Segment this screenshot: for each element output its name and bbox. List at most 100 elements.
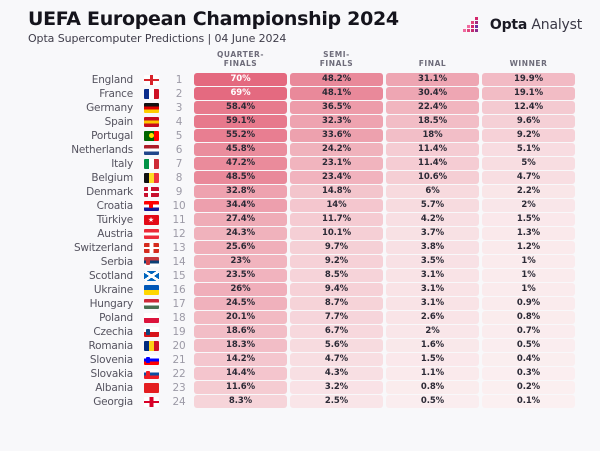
table-row[interactable]: Serbia 14 23% 9.2% 3.5% 1%: [25, 255, 575, 269]
team-flag: [138, 381, 164, 394]
table-row[interactable]: France 2 69% 48.1% 30.4% 19.1%: [25, 87, 575, 101]
cell-semi-finals: 9.2%: [290, 255, 383, 269]
team-name: Türkiye: [96, 213, 133, 226]
table-row[interactable]: Slovakia 22 14.4% 4.3% 1.1% 0.3%: [25, 367, 575, 381]
cell-final: 2%: [386, 325, 479, 339]
flag-icon-denmark: [143, 186, 159, 197]
table-row[interactable]: Romania 20 18.3% 5.6% 1.6% 0.5%: [25, 339, 575, 353]
cell-quarter-finals: 48.5%: [194, 171, 287, 185]
table-row[interactable]: Portugal 5 55.2% 33.6% 18% 9.2%: [25, 129, 575, 143]
team-rank: 2: [175, 87, 183, 100]
team-rank: 18: [172, 311, 186, 324]
cell-final: 3.1%: [386, 269, 479, 283]
cell-semi-finals: 5.6%: [290, 339, 383, 353]
flag-icon-romania: [143, 340, 159, 351]
cell-final: 3.8%: [386, 241, 479, 255]
cell-final: 18%: [386, 129, 479, 143]
flag-icon-germany: [143, 102, 159, 113]
team-flag: [138, 269, 164, 282]
team-rank: 16: [172, 283, 186, 296]
table-row[interactable]: Croatia 10 34.4% 14% 5.7% 2%: [25, 199, 575, 213]
team-name: Spain: [104, 115, 134, 128]
table-row[interactable]: Netherlands 6 45.8% 24.2% 11.4% 5.1%: [25, 143, 575, 157]
cell-semi-finals: 32.3%: [290, 115, 383, 129]
team-flag: [138, 311, 164, 324]
predictions-table: QUARTER- FINALS SEMI- FINALS FINAL WINNER …: [22, 49, 578, 409]
team-name: Germany: [86, 101, 133, 114]
cell-winner: 0.3%: [482, 367, 575, 381]
table-header-row: QUARTER- FINALS SEMI- FINALS FINAL WINNER: [25, 50, 575, 72]
cell-semi-finals: 2.5%: [290, 395, 383, 409]
cell-winner: 0.1%: [482, 395, 575, 409]
cell-final: 31.1%: [386, 73, 479, 87]
team-flag: [138, 325, 164, 338]
team-rank: 4: [175, 115, 183, 128]
team-name: Hungary: [89, 297, 134, 310]
cell-quarter-finals: 70%: [194, 73, 287, 87]
cell-winner: 5%: [482, 157, 575, 171]
cell-quarter-finals: 32.8%: [194, 185, 287, 199]
team-name: Georgia: [93, 395, 133, 408]
flag-icon-netherlands: [143, 144, 159, 155]
team-rank: 14: [172, 255, 186, 268]
cell-quarter-finals: 25.6%: [194, 241, 287, 255]
team-rank: 5: [175, 129, 183, 142]
cell-quarter-finals: 11.6%: [194, 381, 287, 395]
flag-icon-scotland: [143, 270, 159, 281]
cell-winner: 4.7%: [482, 171, 575, 185]
cell-semi-finals: 33.6%: [290, 129, 383, 143]
team-flag: [138, 73, 164, 86]
table-row[interactable]: Scotland 15 23.5% 8.5% 3.1% 1%: [25, 269, 575, 283]
cell-winner: 1%: [482, 283, 575, 297]
page-subtitle: Opta Supercomputer Predictions | 04 June…: [28, 31, 287, 45]
table-row[interactable]: Belgium 8 48.5% 23.4% 10.6% 4.7%: [25, 171, 575, 185]
table-row[interactable]: Ukraine 16 26% 9.4% 3.1% 1%: [25, 283, 575, 297]
cell-semi-finals: 6.7%: [290, 325, 383, 339]
team-flag: [138, 227, 164, 240]
table-row[interactable]: Hungary 17 24.5% 8.7% 3.1% 0.9%: [25, 297, 575, 311]
header-titles: UEFA European Championship 2024 Opta Sup…: [28, 9, 399, 45]
cell-semi-finals: 48.2%: [290, 73, 383, 87]
table-row[interactable]: Albania 23 11.6% 3.2% 0.8% 0.2%: [25, 381, 575, 395]
cell-winner: 1%: [482, 269, 575, 283]
team-name: Switzerland: [73, 241, 133, 254]
table-row[interactable]: Germany 3 58.4% 36.5% 22.4% 12.4%: [25, 101, 575, 115]
team-name: Ukraine: [93, 283, 133, 296]
table-row[interactable]: Austria 12 24.3% 10.1% 3.7% 1.3%: [25, 227, 575, 241]
team-rank: 20: [172, 339, 186, 352]
flag-icon-croatia: [143, 200, 159, 211]
table-row[interactable]: England 1 70% 48.2% 31.1% 19.9%: [25, 73, 575, 87]
team-name: Poland: [99, 311, 133, 324]
flag-icon-slovakia: [143, 368, 159, 379]
flag-icon-georgia: [143, 396, 159, 407]
table-row[interactable]: Switzerland 13 25.6% 9.7% 3.8% 1.2%: [25, 241, 575, 255]
team-flag: [138, 283, 164, 296]
cell-final: 22.4%: [386, 101, 479, 115]
team-rank: 9: [175, 185, 183, 198]
table-row[interactable]: Spain 4 59.1% 32.3% 18.5% 9.6%: [25, 115, 575, 129]
cell-quarter-finals: 14.2%: [194, 353, 287, 367]
table-row[interactable]: Poland 18 20.1% 7.7% 2.6% 0.8%: [25, 311, 575, 325]
cell-quarter-finals: 27.4%: [194, 213, 287, 227]
table-row[interactable]: Georgia 24 8.3% 2.5% 0.5% 0.1%: [25, 395, 575, 409]
cell-final: 1.6%: [386, 339, 479, 353]
flag-icon-turkiye: [143, 214, 159, 225]
cell-winner: 0.5%: [482, 339, 575, 353]
brand-text: Opta Analyst: [490, 17, 582, 33]
table-row[interactable]: Czechia 19 18.6% 6.7% 2% 0.7%: [25, 325, 575, 339]
table-row[interactable]: Türkiye 11 27.4%11.7%4.2%1.5%: [25, 213, 575, 227]
team-rank: 3: [175, 101, 183, 114]
team-name: Belgium: [91, 171, 133, 184]
team-rank: 21: [172, 353, 186, 366]
table-row[interactable]: Italy 7 47.2% 23.1% 11.4% 5%: [25, 157, 575, 171]
cell-quarter-finals: 58.4%: [194, 101, 287, 115]
table-row[interactable]: Denmark 9 32.8% 14.8% 6% 2.2%: [25, 185, 575, 199]
team-flag: [138, 157, 164, 170]
cell-semi-finals: 36.5%: [290, 101, 383, 115]
team-flag: [138, 87, 164, 100]
team-name: Denmark: [86, 185, 133, 198]
flag-icon-czechia: [143, 326, 159, 337]
cell-final: 3.1%: [386, 297, 479, 311]
table-row[interactable]: Slovenia 21 14.2% 4.7% 1.5% 0.4%: [25, 353, 575, 367]
team-name: France: [99, 87, 133, 100]
